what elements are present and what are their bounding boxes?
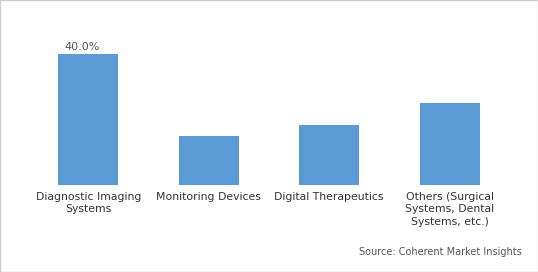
Text: 40.0%: 40.0% — [65, 42, 100, 52]
Bar — [179, 136, 239, 185]
Bar — [299, 125, 359, 185]
Text: Source: Coherent Market Insights: Source: Coherent Market Insights — [359, 247, 522, 257]
Bar — [420, 103, 480, 185]
Bar — [58, 54, 118, 185]
